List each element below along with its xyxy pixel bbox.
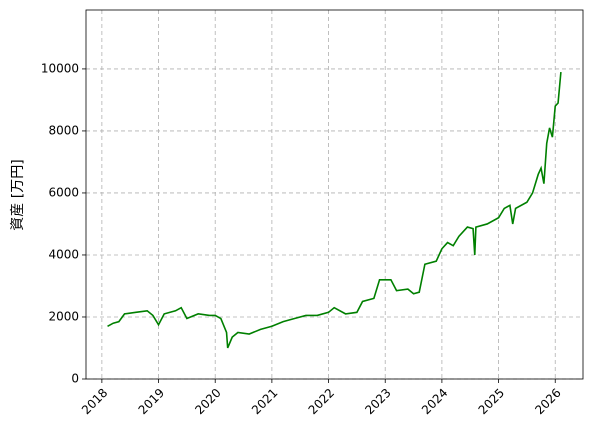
y-axis-label: 資産 [万円] <box>10 159 26 230</box>
y-tick-label: 8000 <box>48 123 79 137</box>
x-tick-label: 2023 <box>362 386 393 417</box>
x-tick-label: 2026 <box>532 386 563 417</box>
y-tick-label: 6000 <box>48 185 79 199</box>
x-tick-label: 2021 <box>249 386 280 417</box>
plot-frame <box>85 9 584 380</box>
x-tick-label: 2025 <box>476 386 507 417</box>
y-tick-label: 0 <box>71 372 79 386</box>
x-tick-label: 2022 <box>306 386 337 417</box>
x-tick-label: 2020 <box>192 386 223 417</box>
line-series <box>107 71 562 349</box>
x-tick-label: 2024 <box>419 386 450 417</box>
y-tick-label: 10000 <box>41 61 79 75</box>
y-tick-label: 4000 <box>48 247 79 261</box>
x-tick-label: 2019 <box>136 386 167 417</box>
y-tick-label: 2000 <box>48 309 79 323</box>
x-tick-label: 2018 <box>79 386 110 417</box>
